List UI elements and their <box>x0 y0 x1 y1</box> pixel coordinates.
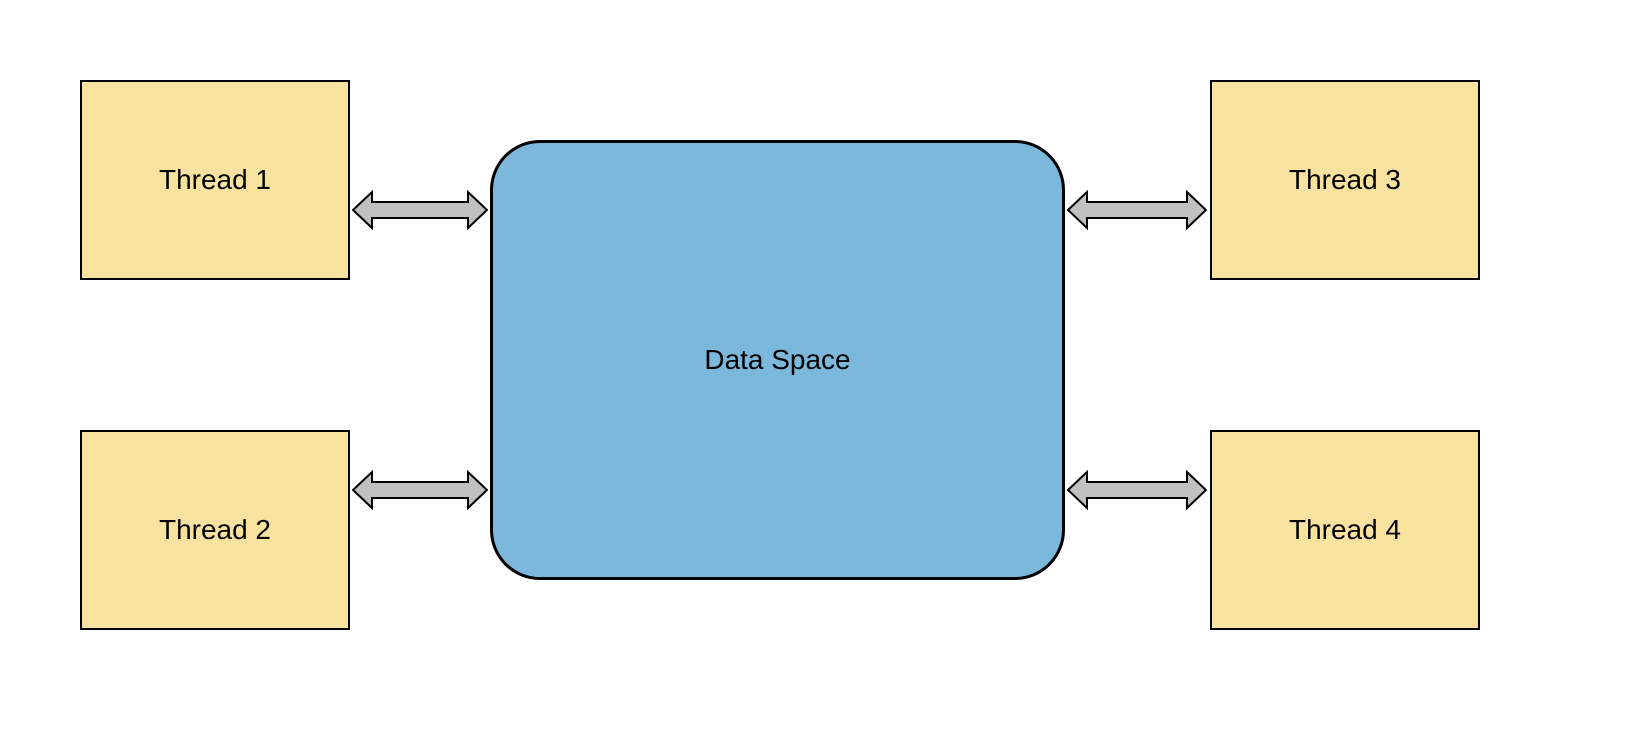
arrow-thread1-dataspace <box>352 190 488 230</box>
node-thread2: Thread 2 <box>80 430 350 630</box>
node-dataspace: Data Space <box>490 140 1065 580</box>
node-thread1-label: Thread 1 <box>159 164 271 196</box>
node-thread3: Thread 3 <box>1210 80 1480 280</box>
arrow-dataspace-thread3 <box>1067 190 1207 230</box>
node-thread2-label: Thread 2 <box>159 514 271 546</box>
node-thread3-label: Thread 3 <box>1289 164 1401 196</box>
node-thread4-label: Thread 4 <box>1289 514 1401 546</box>
node-thread4: Thread 4 <box>1210 430 1480 630</box>
node-dataspace-label: Data Space <box>704 344 850 376</box>
arrow-dataspace-thread4 <box>1067 470 1207 510</box>
node-thread1: Thread 1 <box>80 80 350 280</box>
arrow-thread2-dataspace <box>352 470 488 510</box>
